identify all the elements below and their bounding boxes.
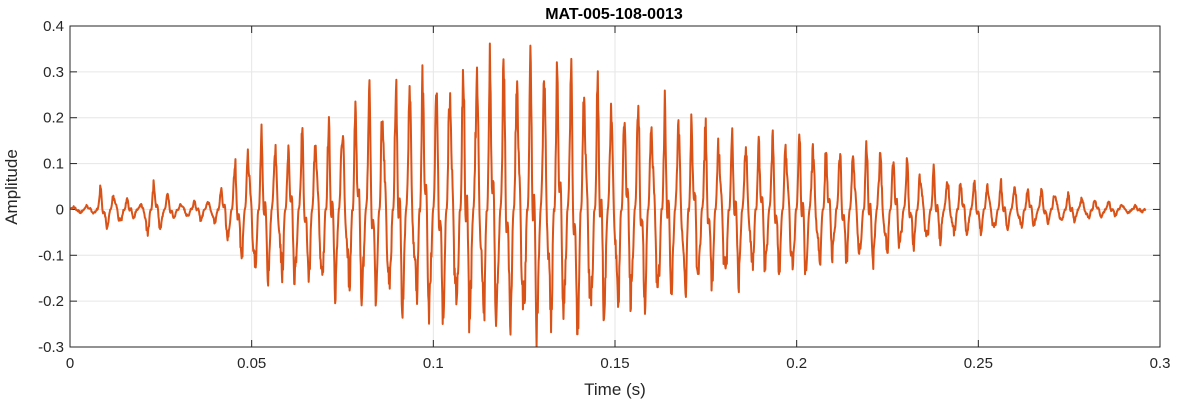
y-tick-label: 0 <box>56 201 64 218</box>
plot-frame <box>69 25 1161 348</box>
x-tick-label: 0.05 <box>237 355 266 372</box>
x-tick-label: 0.3 <box>1150 355 1171 372</box>
y-tick-label: -0.1 <box>38 247 64 264</box>
x-axis-ticks: 0 0.05 0.1 0.15 0.2 0.25 0.3 <box>66 26 1171 372</box>
x-axis-label: Time (s) <box>584 380 646 399</box>
y-tick-label: 0.4 <box>43 18 64 35</box>
x-tick-label: 0.2 <box>786 355 807 372</box>
x-tick-label: 0 <box>66 355 74 372</box>
y-tick-label: 0.2 <box>43 110 64 127</box>
y-tick-label: 0.3 <box>43 64 64 81</box>
y-tick-label: -0.2 <box>38 293 64 310</box>
chart-title: MAT-005-108-0013 <box>545 6 683 23</box>
y-tick-label: 0.1 <box>43 156 64 173</box>
y-axis-label: Amplitude <box>2 149 21 225</box>
x-tick-label: 0.1 <box>423 355 444 372</box>
y-tick-label: -0.3 <box>38 339 64 356</box>
x-tick-label: 0.15 <box>600 355 629 372</box>
series-line <box>70 42 1147 347</box>
series-group <box>70 42 1147 347</box>
x-tick-label: 0.25 <box>964 355 993 372</box>
y-axis-ticks: -0.3 -0.2 -0.1 0 0.1 0.2 0.3 0.4 <box>38 18 1160 356</box>
